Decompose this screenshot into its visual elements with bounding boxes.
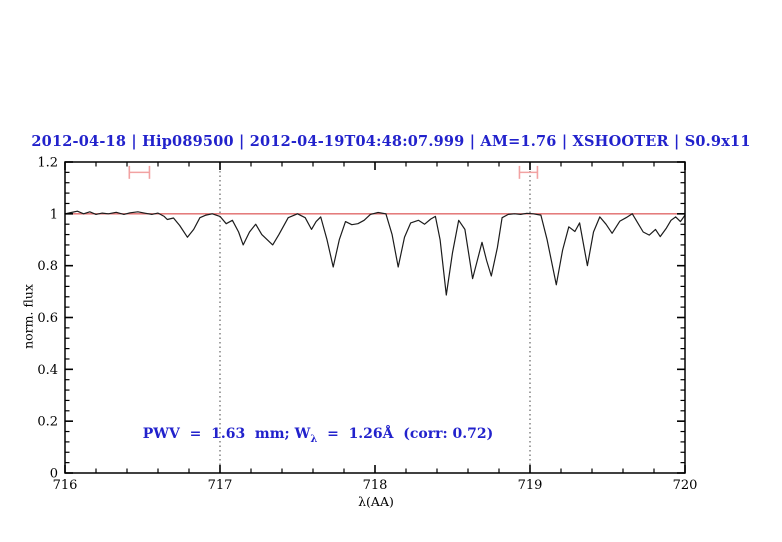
x-tick-label-718: 718: [363, 478, 388, 493]
y-tick-label-0.6: 0.6: [37, 311, 58, 326]
x-axis-label: λ(AA): [358, 494, 394, 509]
pwv-annotation-post: = 1.26Å (corr: 0.72): [317, 426, 494, 442]
x-tick-label-720: 720: [673, 478, 698, 493]
x-tick-label-716: 716: [53, 478, 78, 493]
y-tick-label-1: 1: [50, 207, 58, 222]
y-tick-label-1.2: 1.2: [37, 156, 58, 171]
y-tick-label-0: 0: [50, 467, 58, 482]
pwv-annotation: PWV = 1.63 mm; Wλ = 1.26Å (corr: 0.72): [133, 410, 494, 445]
pwv-annotation-lambda-subscript: λ: [310, 433, 318, 445]
y-tick-label-0.4: 0.4: [37, 363, 58, 378]
x-tick-label-719: 719: [518, 478, 543, 493]
telluric-spectrum-line: [64, 210, 686, 296]
y-tick-label-0.2: 0.2: [37, 415, 58, 430]
y-tick-label-0.8: 0.8: [37, 259, 58, 274]
x-tick-label-717: 717: [208, 478, 233, 493]
pwv-annotation-pre: PWV = 1.63 mm; W: [142, 426, 311, 442]
plot-title: 2012-04-18 | Hip089500 | 2012-04-19T04:4…: [31, 133, 751, 150]
